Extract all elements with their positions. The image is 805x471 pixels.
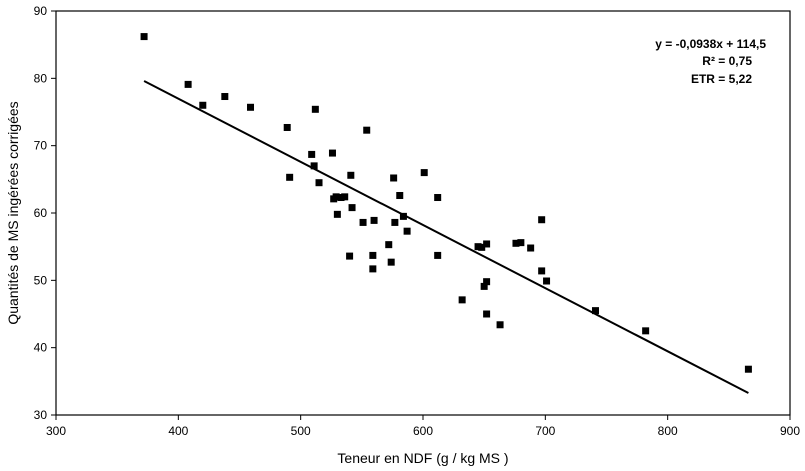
- data-point: [308, 150, 316, 158]
- data-point: [483, 240, 491, 248]
- data-point: [744, 365, 752, 373]
- data-point: [458, 296, 466, 304]
- data-point: [369, 265, 377, 273]
- data-point: [221, 93, 229, 101]
- data-point: [359, 218, 367, 226]
- x-tick-label: 400: [168, 424, 188, 438]
- x-tick-label: 600: [413, 424, 433, 438]
- r-squared-label: R² = 0,75: [702, 54, 752, 68]
- data-point: [328, 149, 336, 157]
- x-tick-label: 500: [291, 424, 311, 438]
- etr-label: ETR = 5,22: [691, 72, 752, 86]
- x-axis-title: Teneur en NDF (g / kg MS ): [337, 450, 508, 466]
- data-point: [543, 277, 551, 285]
- data-point: [370, 216, 378, 224]
- y-tick-label: 90: [34, 4, 48, 18]
- data-point: [403, 227, 411, 235]
- y-tick-label: 70: [34, 139, 48, 153]
- data-point: [387, 258, 395, 266]
- y-tick-label: 80: [34, 71, 48, 85]
- x-tick-label: 800: [658, 424, 678, 438]
- data-point: [333, 210, 341, 218]
- data-point: [390, 174, 398, 182]
- data-point: [517, 239, 525, 247]
- y-axis: 30 40 50 60 70 80 90: [34, 4, 56, 422]
- data-point: [434, 194, 442, 202]
- data-point: [363, 126, 371, 134]
- plot-area: [55, 10, 791, 416]
- y-tick-label: 60: [34, 206, 48, 220]
- y-tick-label: 40: [34, 341, 48, 355]
- data-point: [348, 204, 356, 212]
- regression-line: [143, 80, 749, 394]
- data-point: [140, 33, 148, 41]
- data-point: [286, 173, 294, 181]
- data-point: [591, 307, 599, 315]
- y-axis-title: Quantités de MS ingérées corrigées: [5, 101, 21, 324]
- data-point: [512, 239, 520, 247]
- data-point: [399, 212, 407, 220]
- x-tick-label: 700: [535, 424, 555, 438]
- data-point: [332, 193, 340, 201]
- data-point: [538, 216, 546, 224]
- x-tick-label: 900: [780, 424, 800, 438]
- data-point: [527, 244, 535, 252]
- data-point: [480, 282, 488, 290]
- data-point: [184, 80, 192, 88]
- data-point: [396, 191, 404, 199]
- x-axis: 300 400 500 600 700 800 900: [46, 415, 800, 438]
- data-point: [311, 105, 319, 113]
- data-point: [310, 162, 318, 170]
- data-point: [283, 123, 291, 131]
- data-point: [337, 194, 345, 202]
- data-point: [199, 101, 207, 109]
- y-tick-label: 50: [34, 273, 48, 287]
- data-point: [478, 243, 486, 251]
- data-point: [347, 171, 355, 179]
- data-point: [369, 251, 377, 259]
- data-point: [346, 252, 354, 260]
- x-tick-label: 300: [46, 424, 66, 438]
- equation-label: y = -0,0938x + 114,5: [655, 37, 766, 51]
- data-point: [247, 103, 255, 111]
- data-point: [538, 267, 546, 275]
- data-point: [496, 321, 504, 329]
- data-point: [483, 310, 491, 318]
- data-point: [642, 327, 650, 335]
- data-point: [315, 179, 323, 187]
- data-points: [140, 33, 752, 373]
- y-tick-label: 30: [34, 408, 48, 422]
- data-point: [391, 218, 399, 226]
- data-point: [483, 278, 491, 286]
- data-point: [385, 241, 393, 249]
- data-point: [474, 243, 482, 251]
- data-point: [434, 251, 442, 259]
- data-point: [341, 193, 349, 201]
- data-point: [420, 169, 428, 177]
